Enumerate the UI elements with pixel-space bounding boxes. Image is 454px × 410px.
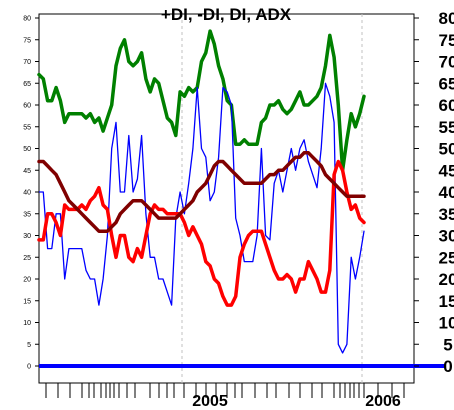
- right-tick-label: 45: [439, 161, 454, 180]
- series-line-blue: [38, 82, 365, 354]
- left-tick-label: 25: [23, 255, 31, 262]
- series-line-maroon: [37, 151, 366, 233]
- series-group: [37, 29, 366, 354]
- left-tick-label: 20: [23, 277, 31, 284]
- year-label: 2006: [365, 393, 401, 410]
- left-tick-label: 50: [23, 146, 31, 153]
- right-axis: 0 5 10 15 20 25 30 35 40 45 50 55 60 65 70 75 80: [414, 9, 454, 376]
- right-tick-label: 5: [443, 335, 452, 354]
- right-tick-label: 65: [439, 74, 454, 93]
- right-tick-label: 60: [439, 96, 454, 115]
- left-tick-label: 10: [23, 320, 31, 327]
- chart-title: +DI, -DI, DI, ADX: [161, 5, 292, 24]
- year-label: 2005: [192, 393, 228, 410]
- right-tick-label: 20: [439, 270, 454, 289]
- left-tick-label: 5: [27, 342, 31, 349]
- right-tick-label: 35: [439, 205, 454, 224]
- left-tick-label: 75: [23, 37, 31, 44]
- right-tick-label: 30: [439, 227, 454, 246]
- left-tick-label: 70: [23, 59, 31, 66]
- year-gridlines: [181, 14, 363, 383]
- left-tick-label: 60: [23, 103, 31, 110]
- left-tick-label: 30: [23, 233, 31, 240]
- right-tick-label: 50: [439, 140, 454, 159]
- series-line-green: [37, 29, 366, 173]
- left-tick-label: 45: [23, 168, 31, 175]
- left-tick-label: 55: [23, 124, 31, 131]
- right-tick-label: 75: [439, 31, 454, 50]
- right-tick-label: 70: [439, 53, 454, 72]
- right-tick-label: 0: [443, 357, 452, 376]
- left-tick-label: 15: [23, 298, 31, 305]
- right-tick-label: 55: [439, 118, 454, 137]
- left-tick-label: 35: [23, 211, 31, 218]
- x-axis: 2005 2006: [45, 383, 405, 410]
- left-tick-label: 80: [23, 16, 31, 23]
- right-tick-label: 80: [439, 9, 454, 28]
- right-tick-label: 10: [439, 314, 454, 333]
- plot-area: [38, 13, 415, 384]
- right-tick-label: 25: [439, 248, 454, 267]
- right-tick-label: 15: [439, 292, 454, 311]
- left-tick-label: 0: [27, 364, 31, 371]
- series-line-red: [37, 159, 366, 307]
- left-tick-label: 40: [23, 190, 31, 197]
- left-tick-label: 65: [23, 81, 31, 88]
- left-axis: 0 5 10 15 20 25 30 35 40 45 50 55 60 65 70 75 80: [23, 16, 39, 371]
- right-tick-label: 40: [439, 183, 454, 202]
